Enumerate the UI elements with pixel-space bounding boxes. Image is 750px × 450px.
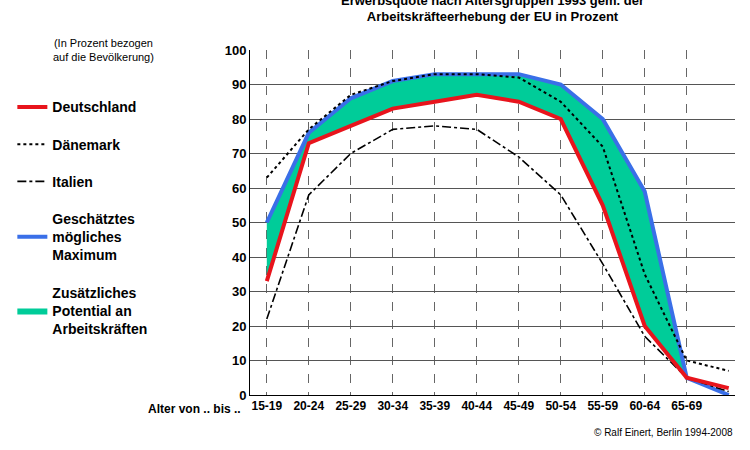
- svg-text:10: 10: [232, 353, 246, 368]
- svg-text:55-59: 55-59: [587, 399, 618, 413]
- svg-text:0: 0: [239, 388, 246, 403]
- svg-text:20-24: 20-24: [293, 399, 324, 413]
- svg-text:90: 90: [232, 77, 246, 92]
- svg-text:Dänemark: Dänemark: [52, 137, 120, 153]
- svg-text:ZusätzlichesPotential anArbeit: ZusätzlichesPotential anArbeitskräften: [52, 285, 147, 337]
- svg-text:Erwerbsquote nach Altersgruppe: Erwerbsquote nach Altersgruppen 1993 gem…: [341, 0, 644, 24]
- svg-text:© Ralf Einert, Berlin 1994-200: © Ralf Einert, Berlin 1994-2008: [594, 427, 733, 438]
- svg-text:40-44: 40-44: [461, 399, 492, 413]
- svg-text:25-29: 25-29: [335, 399, 366, 413]
- svg-text:45-49: 45-49: [503, 399, 534, 413]
- svg-text:Alter von .. bis ..: Alter von .. bis ..: [148, 402, 241, 416]
- svg-text:40: 40: [232, 250, 246, 265]
- svg-text:65-69: 65-69: [671, 399, 702, 413]
- svg-text:15-19: 15-19: [251, 399, 282, 413]
- svg-text:GeschätztesmöglichesMaximum: GeschätztesmöglichesMaximum: [52, 211, 135, 263]
- svg-text:60: 60: [232, 181, 246, 196]
- svg-text:70: 70: [232, 146, 246, 161]
- svg-text:50: 50: [232, 215, 246, 230]
- svg-text:80: 80: [232, 112, 246, 127]
- svg-text:(In Prozent bezogenauf die Bev: (In Prozent bezogenauf die Bevölkerung): [53, 37, 154, 63]
- svg-text:20: 20: [232, 319, 246, 334]
- svg-text:30-34: 30-34: [377, 399, 408, 413]
- svg-text:100: 100: [225, 43, 247, 58]
- svg-text:60-64: 60-64: [629, 399, 660, 413]
- svg-text:Italien: Italien: [52, 174, 92, 190]
- svg-text:50-54: 50-54: [545, 399, 576, 413]
- svg-text:Deutschland: Deutschland: [52, 99, 136, 115]
- svg-text:35-39: 35-39: [419, 399, 450, 413]
- svg-text:30: 30: [232, 284, 246, 299]
